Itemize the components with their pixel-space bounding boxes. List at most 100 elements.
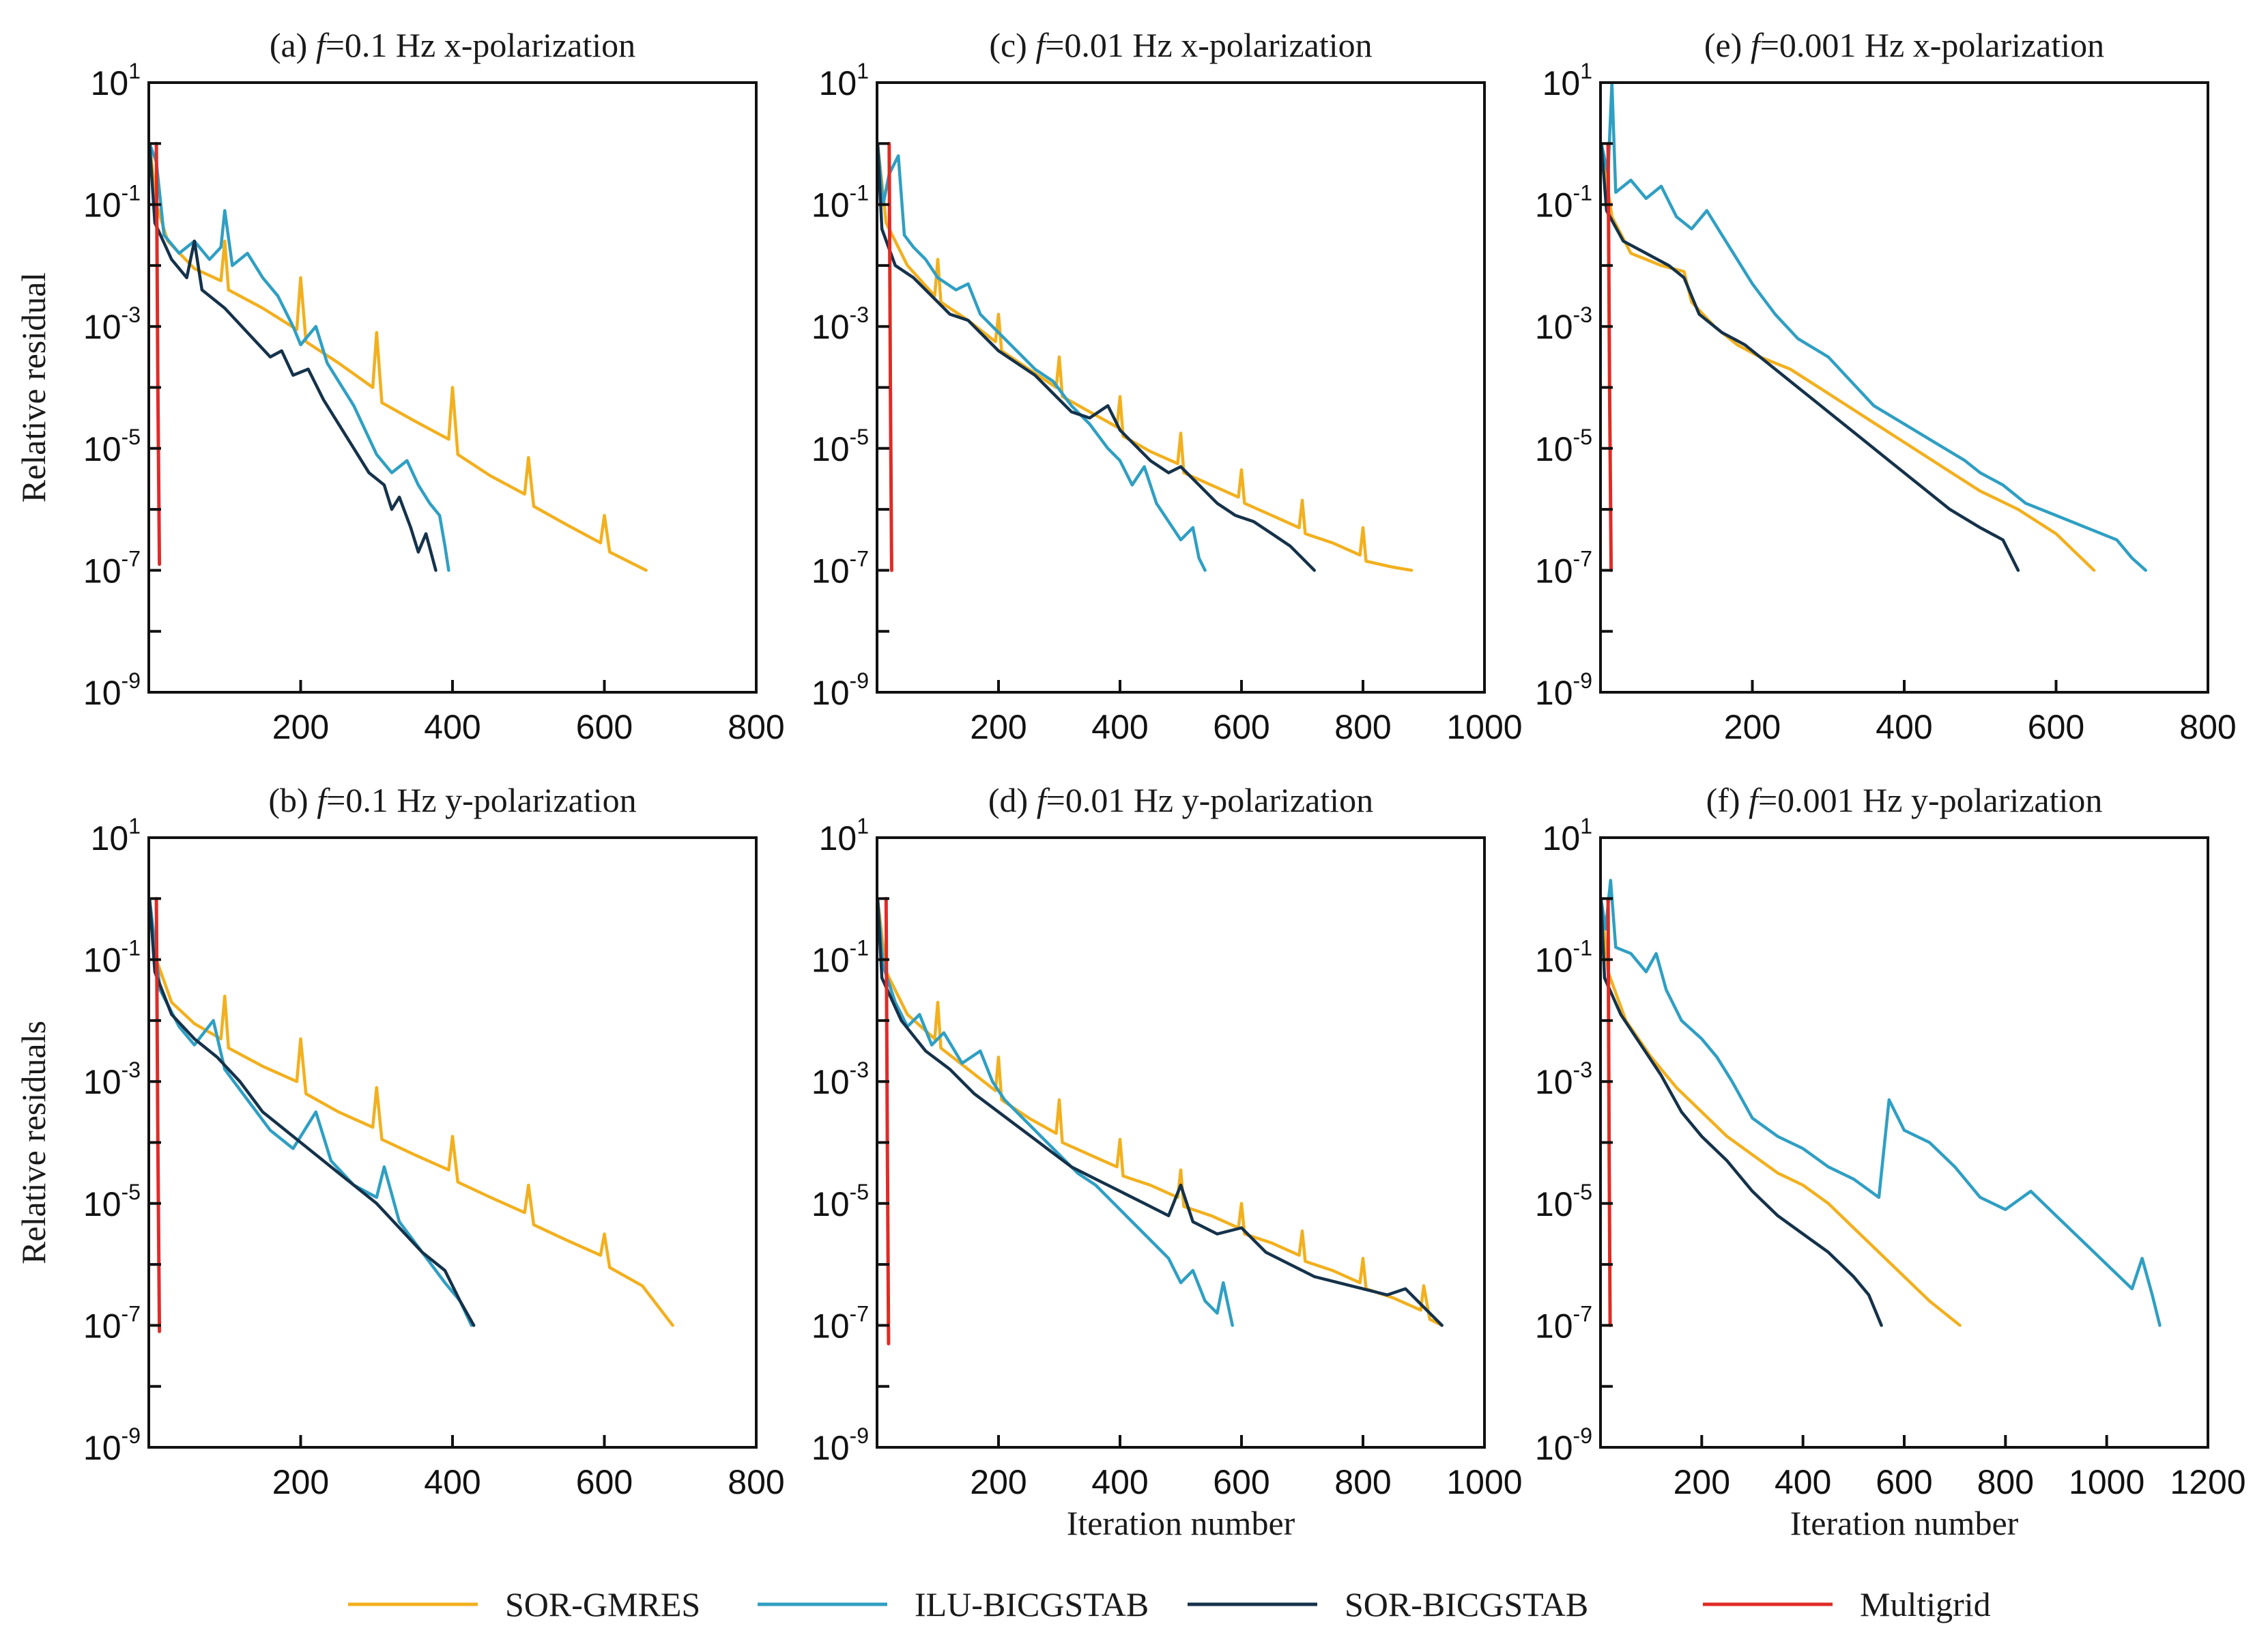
- series-line-multigrid-a: [154, 141, 162, 566]
- x-tick-label-c: 400: [1091, 708, 1148, 746]
- series-line-sor-bicgstab-b: [149, 897, 476, 1327]
- y-tick-label-e: 10-5: [1535, 425, 1592, 468]
- y-tick-label-f: 10-1: [1535, 936, 1592, 980]
- y-tick-label-c: 10-1: [812, 181, 869, 225]
- x-tick-label-c: 800: [1334, 708, 1391, 746]
- y-tick-label-e: 10-3: [1535, 302, 1592, 346]
- y-tick-label-d: 101: [819, 814, 869, 857]
- y-tick-label-a: 10-1: [83, 181, 141, 225]
- legend-entry-sor-bicgstab: SOR-BICGSTAB: [1188, 1585, 1588, 1623]
- y-tick-label-d: 10-3: [812, 1057, 869, 1101]
- y-tick-label-e: 10-7: [1535, 546, 1592, 590]
- series-line-sor-bicgstab-e: [1600, 142, 2020, 572]
- x-tick-label-a: 200: [272, 708, 329, 746]
- x-tick-label-d: 200: [970, 1463, 1027, 1501]
- series-line-sor-gmres-a: [149, 142, 648, 572]
- x-tick-label-f: 200: [1674, 1463, 1730, 1501]
- y-tick-label-c: 10-7: [812, 546, 869, 590]
- y-tick-label-c: 10-9: [812, 668, 869, 712]
- y-tick-label-b: 10-9: [83, 1423, 141, 1467]
- legend-label: SOR-BICGSTAB: [1345, 1585, 1588, 1623]
- x-tick-label-f: 1200: [2170, 1463, 2245, 1501]
- x-tick-label-d: 1000: [1446, 1463, 1522, 1501]
- series-line-sor-bicgstab-c: [877, 142, 1317, 572]
- y-tick-label-d: 10-5: [812, 1180, 869, 1223]
- x-tick-label-c: 200: [970, 708, 1027, 746]
- y-tick-label-f: 10-3: [1535, 1057, 1592, 1101]
- panel-title-prefix: (b): [268, 781, 317, 819]
- series-line-sor-bicgstab-f: [1600, 897, 1883, 1327]
- panel-title-c: (c) f=0.01 Hz x-polarization: [989, 26, 1372, 64]
- x-tick-label-d: 400: [1091, 1463, 1148, 1501]
- x-tick-label-f: 1000: [2069, 1463, 2144, 1501]
- y-tick-label-a: 10-7: [83, 546, 141, 590]
- legend-entry-ilu-bicgstab: ILU-BICGSTAB: [758, 1585, 1149, 1623]
- legend-label: ILU-BICGSTAB: [915, 1585, 1149, 1623]
- plot-frame-d: [876, 836, 1486, 1449]
- y-tick-label-e: 101: [1542, 59, 1592, 102]
- y-tick-label-a: 101: [91, 59, 141, 102]
- series-group-e: [1600, 83, 2148, 572]
- x-axis-label-d: Iteration number: [1067, 1504, 1295, 1542]
- x-tick-label-e: 200: [1724, 708, 1781, 746]
- series-line-multigrid-f: [1606, 896, 1612, 1327]
- panel-title-d: (d) f=0.01 Hz y-polarization: [988, 781, 1373, 819]
- y-tick-label-d: 10-7: [812, 1301, 869, 1345]
- x-tick-label-d: 800: [1334, 1463, 1391, 1501]
- y-tick-label-a: 10-3: [83, 302, 141, 346]
- y-tick-label-c: 101: [819, 59, 869, 102]
- x-tick-label-a: 600: [576, 708, 633, 746]
- x-tick-label-a: 400: [424, 708, 480, 746]
- y-tick-label-b: 101: [91, 814, 141, 857]
- y-tick-label-e: 10-1: [1535, 181, 1592, 225]
- panel-f: (f) f=0.001 Hz y-polarization 101 10-1 10-3…: [1535, 781, 2246, 1542]
- series-line-sor-gmres-d: [877, 897, 1444, 1327]
- panels-layer: (a) f=0.1 Hz x-polarization 101 10-1 10-3 10…: [14, 26, 2246, 1542]
- series-line-ilu-bicgstab-e: [1600, 83, 2148, 572]
- series-line-ilu-bicgstab-a: [149, 142, 450, 572]
- panel-title-e: (e) f=0.001 Hz x-polarization: [1704, 26, 2104, 64]
- x-tick-label-b: 600: [576, 1463, 633, 1501]
- series-line-sor-gmres-e: [1600, 142, 2096, 572]
- y-tick-label-f: 10-7: [1535, 1301, 1592, 1345]
- series-line-multigrid-d: [884, 896, 891, 1346]
- series-group-d: [877, 896, 1444, 1346]
- panel-title-prefix: (c): [989, 26, 1035, 64]
- x-tick-label-a: 800: [728, 708, 784, 746]
- legend-label: Multigrid: [1860, 1585, 1991, 1623]
- y-tick-label-b: 10-5: [83, 1180, 141, 1223]
- x-tick-label-d: 600: [1213, 1463, 1269, 1501]
- panel-title-prefix: (e): [1704, 26, 1751, 64]
- y-tick-label-f: 10-5: [1535, 1180, 1592, 1223]
- y-tick-label-a: 10-9: [83, 668, 141, 712]
- plot-frame-e: [1599, 81, 2209, 694]
- legend-entry-multigrid: Multigrid: [1703, 1585, 1991, 1623]
- x-tick-label-c: 600: [1213, 708, 1269, 746]
- panel-title-a: (a) f=0.1 Hz x-polarization: [270, 26, 635, 64]
- series-line-sor-gmres-c: [877, 142, 1413, 572]
- x-tick-label-b: 800: [728, 1463, 784, 1501]
- x-tick-label-e: 800: [2179, 708, 2236, 746]
- y-tick-label-f: 10-9: [1535, 1423, 1592, 1467]
- panel-title-prefix: (d): [988, 781, 1037, 819]
- panel-title-rest: =0.01 Hz x-polarization: [1045, 26, 1372, 64]
- x-tick-label-e: 600: [2028, 708, 2084, 746]
- series-line-sor-bicgstab-a: [149, 142, 437, 572]
- legend-entry-sor-gmres: SOR-GMRES: [348, 1585, 700, 1623]
- x-tick-label-f: 600: [1876, 1463, 1932, 1501]
- x-tick-label-b: 200: [272, 1463, 329, 1501]
- legend: SOR-GMRES ILU-BICGSTAB SOR-BICGSTAB Multigr…: [348, 1585, 1991, 1623]
- panel-a: (a) f=0.1 Hz x-polarization 101 10-1 10-3 10…: [14, 26, 785, 746]
- legend-label: SOR-GMRES: [505, 1585, 700, 1623]
- series-line-sor-gmres-b: [149, 897, 674, 1327]
- panel-c: (c) f=0.01 Hz x-polarization 101 10-1 10-3 1…: [812, 26, 1523, 746]
- series-line-ilu-bicgstab-f: [1600, 879, 2162, 1327]
- series-group-c: [877, 141, 1413, 572]
- panel-title-f: (f) f=0.001 Hz y-polarization: [1706, 781, 2103, 819]
- y-tick-label-c: 10-5: [812, 425, 869, 468]
- panel-title-b: (b) f=0.1 Hz y-polarization: [268, 781, 636, 819]
- panel-b: (b) f=0.1 Hz y-polarization 101 10-1 10-3 10…: [14, 781, 785, 1501]
- series-line-ilu-bicgstab-c: [877, 142, 1207, 572]
- panel-title-rest: =0.1 Hz y-polarization: [326, 781, 636, 819]
